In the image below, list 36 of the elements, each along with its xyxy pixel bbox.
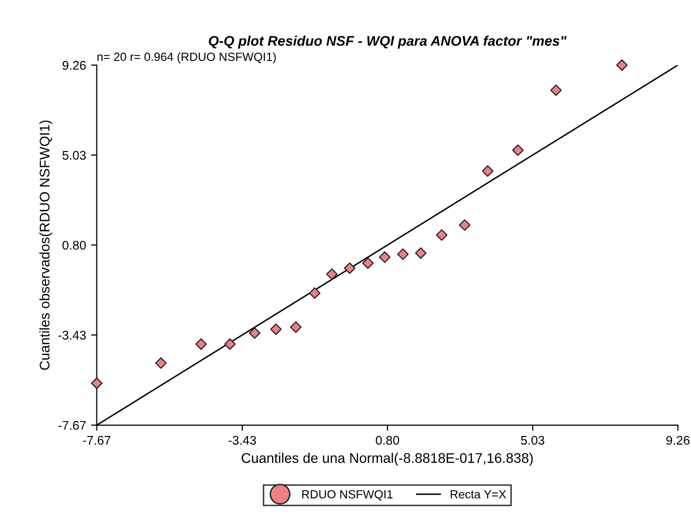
point bbox=[248, 327, 260, 339]
point bbox=[270, 323, 282, 335]
chart-title: Q-Q plot Residuo NSF - WQI para ANOVA factor "mes" bbox=[208, 36, 567, 49]
point bbox=[415, 247, 427, 259]
x-tick-label: -3.43 bbox=[228, 436, 256, 445]
y-tick-label: 0.80 bbox=[62, 240, 86, 250]
point bbox=[344, 262, 356, 274]
point bbox=[290, 321, 302, 333]
y-axis-title: Cuantiles observados(RDUO NSFWQI1) bbox=[39, 120, 52, 370]
point bbox=[458, 219, 470, 231]
y-tick-label: 5.03 bbox=[62, 150, 86, 160]
legend-label: Recta Y=X bbox=[450, 490, 506, 498]
point bbox=[326, 268, 338, 280]
point bbox=[616, 59, 628, 71]
y-tick-label: 9.26 bbox=[62, 60, 86, 70]
x-tick-label: -7.67 bbox=[83, 436, 110, 445]
x-tick-label: 9.26 bbox=[666, 436, 690, 445]
text: n= 20 r= 0.964 (RDUO NSFWQI1) bbox=[98, 52, 276, 64]
point bbox=[436, 229, 448, 241]
y-tick-label: -7.67 bbox=[58, 420, 86, 430]
x-tick-label: 0.80 bbox=[376, 436, 400, 445]
x-tick-label: 5.03 bbox=[521, 436, 544, 445]
point bbox=[155, 357, 167, 369]
point bbox=[512, 144, 524, 156]
y-tick-label: -3.43 bbox=[58, 330, 86, 340]
point bbox=[195, 338, 207, 350]
point bbox=[90, 377, 102, 389]
point bbox=[362, 257, 374, 269]
point bbox=[224, 338, 236, 350]
point bbox=[378, 251, 390, 263]
point bbox=[397, 248, 409, 260]
point bbox=[308, 287, 320, 299]
x-axis-title: Cuantiles de una Normal(-8.8818E-017,16.838) bbox=[242, 452, 533, 466]
legend-label: RDUO NSFWQI1 bbox=[302, 490, 393, 501]
point bbox=[550, 84, 562, 96]
point bbox=[482, 165, 494, 177]
